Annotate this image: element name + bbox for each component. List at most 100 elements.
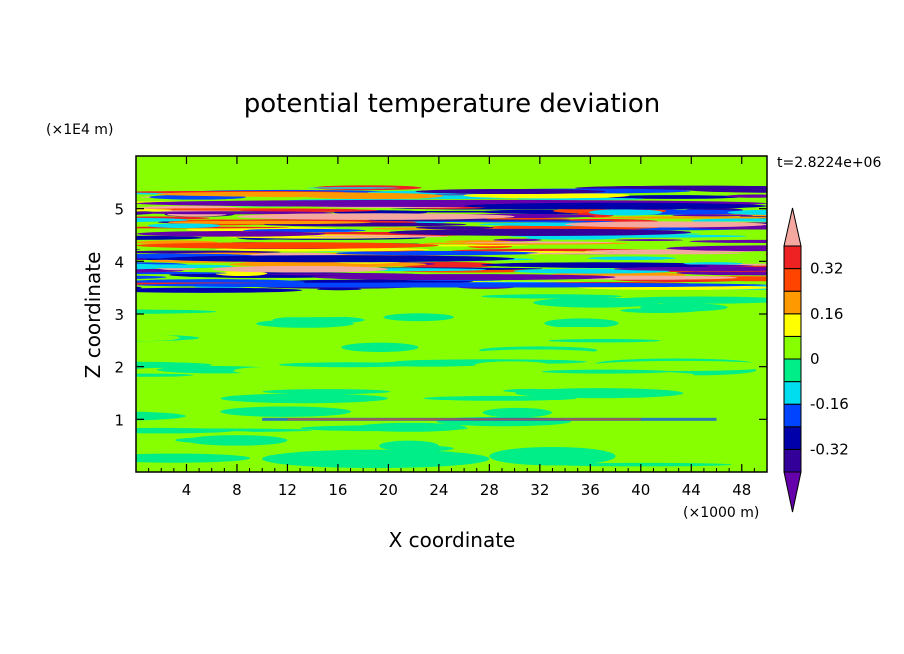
contour-blob xyxy=(548,338,661,343)
contour-blob xyxy=(136,208,173,212)
contour-blob xyxy=(136,373,194,377)
contour-blob xyxy=(482,407,552,418)
x-tick-label: 20 xyxy=(379,481,398,499)
y-tick-label: 4 xyxy=(114,253,124,271)
contour-blob xyxy=(215,271,268,277)
colorbar-segment xyxy=(783,268,802,292)
contour-blob xyxy=(463,241,614,244)
x-axis: 4 8 12 16 20 24 28 32 36 40 44 48 xyxy=(148,156,755,499)
x-tick-label: 12 xyxy=(278,481,297,499)
contour-band xyxy=(388,228,692,236)
contour-blob xyxy=(147,223,221,229)
contour-blob xyxy=(541,369,671,374)
contour-blob xyxy=(220,406,352,417)
contour-blob xyxy=(136,342,211,346)
contour-blob xyxy=(136,334,180,342)
contour-blob xyxy=(136,309,217,314)
x-unit-label: (×1000 m) xyxy=(683,505,759,521)
contour-blob xyxy=(168,220,371,225)
contour-band xyxy=(136,242,439,249)
contour-streak xyxy=(287,418,641,421)
colorbar-bottom-arrow xyxy=(783,471,802,513)
contour-band xyxy=(161,255,515,263)
contour-blob xyxy=(486,218,570,220)
contour-blob xyxy=(465,349,605,359)
colorbar-segment xyxy=(783,381,802,405)
contour-blob xyxy=(727,209,767,215)
contour-blob xyxy=(683,262,744,265)
colorbar-tick-label: -0.16 xyxy=(810,395,849,413)
contour-blob xyxy=(553,462,732,467)
colorbar-tick-label: 0.16 xyxy=(810,305,843,323)
contour-blob xyxy=(136,211,335,215)
contour-blob xyxy=(205,310,395,318)
contour-blob xyxy=(136,231,326,237)
contour-field xyxy=(136,156,767,472)
y-axis: 1 2 3 4 5 xyxy=(114,201,767,429)
contour-blob xyxy=(481,294,622,299)
contour-blob xyxy=(316,288,362,291)
contour-blob xyxy=(525,264,709,269)
contour-blob xyxy=(587,216,767,219)
contour-blob xyxy=(588,209,663,216)
contour-blob xyxy=(544,318,619,329)
contour-blob xyxy=(672,214,753,217)
contour-blob xyxy=(233,366,313,375)
x-tick-label: 4 xyxy=(182,481,192,499)
contour-blob xyxy=(689,239,767,243)
contour-blob xyxy=(726,194,767,198)
y-tick-label: 1 xyxy=(114,411,124,429)
contour-blob xyxy=(199,445,260,455)
contour-blob xyxy=(136,217,189,222)
y-axis-label: Z coordinate xyxy=(81,252,105,379)
x-tick-label: 48 xyxy=(732,481,751,499)
contour-blob xyxy=(604,195,742,199)
contour-blob xyxy=(415,188,606,195)
contour-blob xyxy=(136,361,213,369)
contour-blob xyxy=(479,337,661,347)
contour-blob xyxy=(200,192,414,198)
contour-blob xyxy=(377,322,506,327)
contour-blob xyxy=(272,316,365,324)
contour-band xyxy=(565,221,767,228)
x-tick-label: 36 xyxy=(581,481,600,499)
contour-band xyxy=(211,265,389,273)
colorbar-segment xyxy=(783,335,802,360)
contour-blob xyxy=(309,235,449,238)
y-tick-label: 2 xyxy=(114,359,124,377)
colorbar-tick-label: 0 xyxy=(810,350,820,368)
colorbar-top-arrow xyxy=(783,207,802,247)
colorbar-tick-label: -0.32 xyxy=(810,440,849,458)
contour-blob xyxy=(515,388,684,399)
x-tick-label: 40 xyxy=(631,481,650,499)
contour-blob xyxy=(306,187,400,189)
contour-blob xyxy=(525,252,744,255)
x-tick-label: 44 xyxy=(682,481,701,499)
contour-blob xyxy=(395,445,454,452)
contour-blob xyxy=(493,238,542,242)
x-tick-label: 24 xyxy=(429,481,448,499)
colorbar-segment xyxy=(783,426,802,450)
contour-blob xyxy=(666,245,767,252)
contour-blob xyxy=(585,360,767,371)
contour-blob xyxy=(136,249,141,251)
contour-blob xyxy=(262,389,391,395)
contour-blob xyxy=(171,290,325,302)
time-label: t=2.8224e+06 xyxy=(777,155,881,171)
colorbar-segment xyxy=(783,403,802,428)
chart-title: potential temperature deviation xyxy=(244,89,660,119)
colorbar-segment xyxy=(783,290,802,315)
contour-blob xyxy=(242,228,366,233)
colorbar: 0.32 0.16 0 -0.16 -0.32 xyxy=(783,207,849,513)
contour-blob xyxy=(341,342,419,352)
contour-blob xyxy=(136,235,203,240)
contour-blob xyxy=(615,239,684,241)
contour-blob xyxy=(415,226,494,230)
contour-blob xyxy=(608,296,767,304)
contour-band xyxy=(464,202,767,210)
contour-blob xyxy=(136,258,149,260)
contour-blob xyxy=(445,240,511,243)
contour-blob xyxy=(587,256,677,260)
contour-blob xyxy=(262,449,490,469)
x-axis-label: X coordinate xyxy=(389,528,516,552)
